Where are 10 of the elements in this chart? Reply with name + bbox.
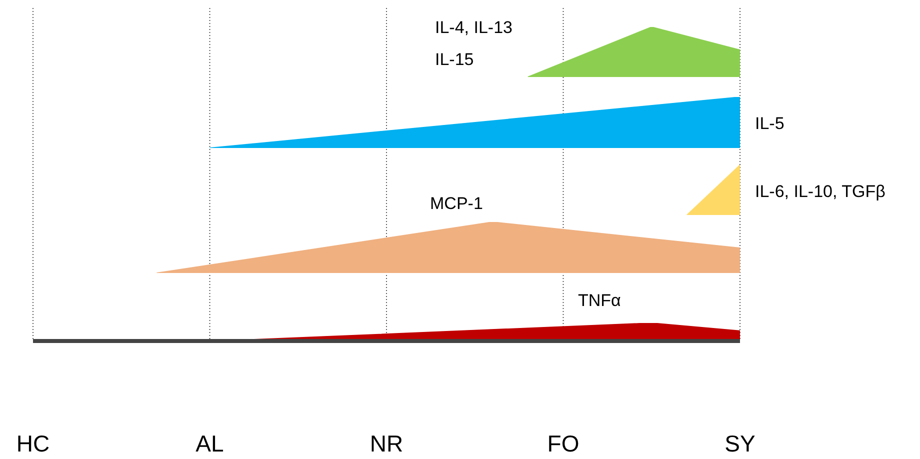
x-tick-label: SY <box>724 430 756 456</box>
x-tick-label: AL <box>196 430 224 456</box>
series-label: IL-5 <box>755 114 784 134</box>
x-tick-label: FO <box>547 430 580 456</box>
x-tick-label: HC <box>16 430 50 456</box>
series-label: TNFα <box>578 291 621 311</box>
x-tick-label: NR <box>370 430 404 456</box>
series-label: IL-4, IL-13 IL-15 <box>435 17 512 71</box>
series-label: MCP-1 <box>430 194 483 214</box>
series-label: IL-6, IL-10, TGFβ <box>755 182 886 202</box>
